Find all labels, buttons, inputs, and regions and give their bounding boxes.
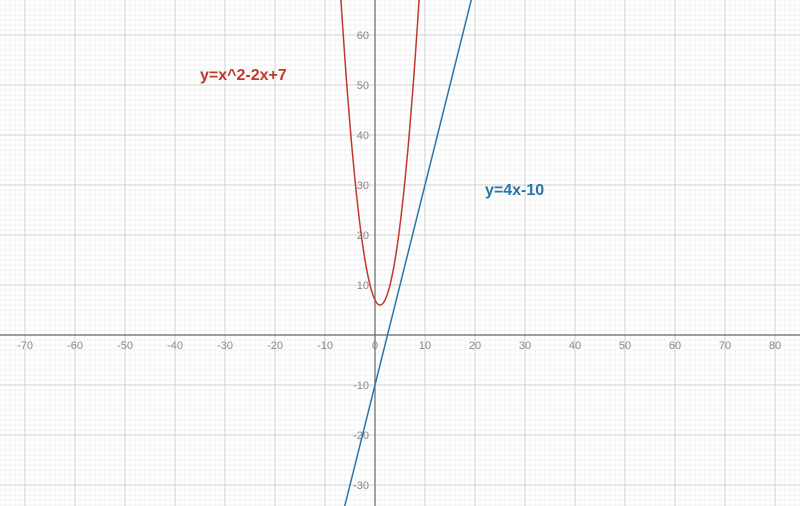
series-label-parabola: y=x^2-2x+7 — [200, 67, 287, 84]
x-tick-label: -50 — [117, 340, 133, 352]
x-tick-label: 50 — [619, 340, 631, 352]
y-tick-label: 10 — [357, 280, 369, 292]
plot-svg: -70 -60 -50 -40 -30 -20 -10 0 10 20 30 40 50 60 70 80 -3… — [0, 0, 800, 506]
x-tick-label: 20 — [469, 340, 481, 352]
x-tick-label: -70 — [17, 340, 33, 352]
x-tick-label: 60 — [669, 340, 681, 352]
x-tick-label: -40 — [167, 340, 183, 352]
x-tick-label: 80 — [769, 340, 781, 352]
x-tick-label: -30 — [217, 340, 233, 352]
y-tick-label: 20 — [357, 230, 369, 242]
y-tick-label: 40 — [357, 130, 369, 142]
x-tick-label: 0 — [372, 340, 378, 352]
y-tick-label: 60 — [357, 30, 369, 42]
x-tick-label: 30 — [519, 340, 531, 352]
x-tick-label: -20 — [267, 340, 283, 352]
graph-plot: -70 -60 -50 -40 -30 -20 -10 0 10 20 30 40 50 60 70 80 -3… — [0, 0, 800, 506]
y-tick-label: 30 — [357, 180, 369, 192]
y-tick-label: -10 — [353, 380, 369, 392]
x-tick-label: -60 — [67, 340, 83, 352]
series-label-line: y=4x-10 — [485, 182, 544, 199]
x-tick-label: 10 — [419, 340, 431, 352]
y-tick-label: -30 — [353, 480, 369, 492]
x-tick-label: 40 — [569, 340, 581, 352]
x-tick-label: -10 — [317, 340, 333, 352]
y-tick-label: 50 — [357, 80, 369, 92]
x-tick-label: 70 — [719, 340, 731, 352]
